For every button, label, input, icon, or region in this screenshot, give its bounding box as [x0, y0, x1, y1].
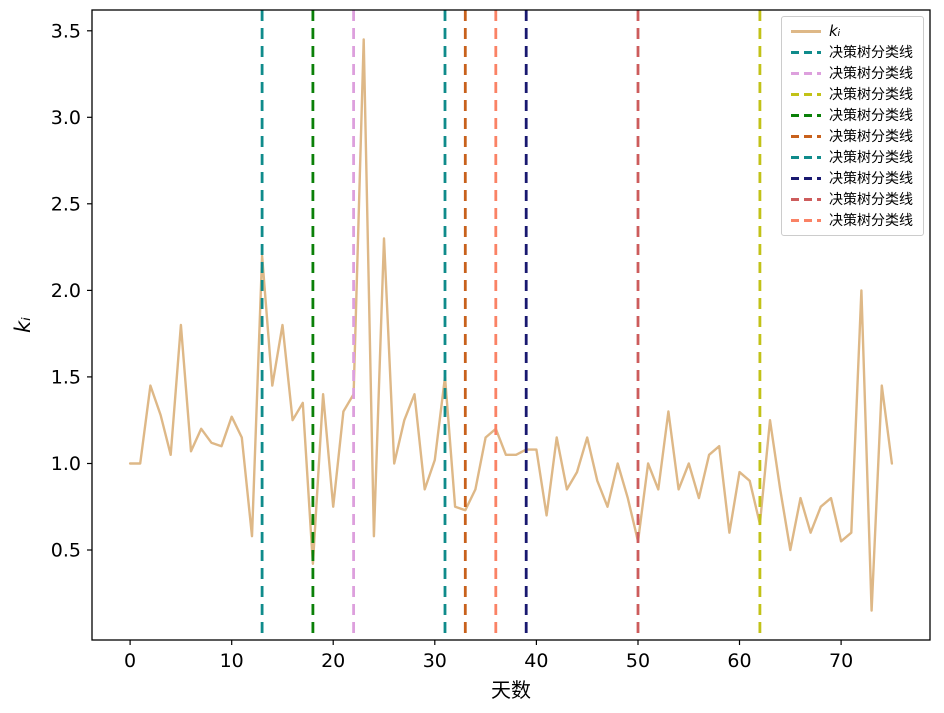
legend-item: 决策树分类线	[791, 129, 913, 144]
x-tick-label: 40	[524, 650, 548, 672]
y-tick-label: 1.0	[51, 453, 81, 475]
dashed-line-swatch	[791, 72, 821, 75]
legend-item: 决策树分类线	[791, 171, 913, 186]
y-tick-label: 0.5	[51, 540, 81, 562]
solid-line-swatch	[791, 30, 821, 33]
legend-item: 决策树分类线	[791, 108, 913, 123]
x-tick-label: 70	[829, 650, 853, 672]
x-tick-label: 0	[124, 650, 136, 672]
x-tick-label: 30	[423, 650, 447, 672]
x-tick-label: 60	[727, 650, 751, 672]
x-axis-label: 天数	[491, 678, 531, 702]
legend-label: 决策树分类线	[829, 128, 913, 145]
dashed-line-swatch	[791, 51, 821, 54]
dashed-line-swatch	[791, 135, 821, 138]
y-axis-label: kᵢ	[11, 317, 35, 333]
legend-label: 决策树分类线	[829, 44, 913, 61]
legend-label: 决策树分类线	[829, 86, 913, 103]
dashed-line-swatch	[791, 198, 821, 201]
legend-label: 决策树分类线	[829, 170, 913, 187]
axes-box	[91, 9, 931, 641]
legend-item: 决策树分类线	[791, 66, 913, 81]
x-tick-label: 50	[626, 650, 650, 672]
series-ki-line	[128, 38, 894, 612]
y-tick-label: 2.0	[51, 280, 81, 302]
legend-label: kᵢ	[829, 22, 841, 40]
legend-item: 决策树分类线	[791, 150, 913, 165]
legend: kᵢ 决策树分类线 决策树分类线 决策树分类线 决策树分类线 决策树分类线 决策树分类线 决策…	[781, 16, 924, 236]
y-tick-label: 3.5	[51, 20, 81, 42]
legend-label: 决策树分类线	[829, 149, 913, 166]
dashed-line-swatch	[791, 177, 821, 180]
legend-item: kᵢ	[791, 24, 913, 39]
dashed-line-swatch	[791, 93, 821, 96]
y-tick-label: 1.5	[51, 366, 81, 388]
legend-label: 决策树分类线	[829, 191, 913, 208]
y-tick-label: 3.0	[51, 107, 81, 129]
legend-label: 决策树分类线	[829, 107, 913, 124]
legend-label: 决策树分类线	[829, 65, 913, 82]
y-tick-label: 2.5	[51, 193, 81, 215]
legend-label: 决策树分类线	[829, 212, 913, 229]
legend-item: 决策树分类线	[791, 213, 913, 228]
x-tick-label: 10	[220, 650, 244, 672]
legend-item: 决策树分类线	[791, 45, 913, 60]
dashed-line-swatch	[791, 114, 821, 117]
legend-item: 决策树分类线	[791, 192, 913, 207]
dashed-line-swatch	[791, 156, 821, 159]
legend-item: 决策树分类线	[791, 87, 913, 102]
x-tick-label: 20	[321, 650, 345, 672]
dashed-line-swatch	[791, 219, 821, 222]
